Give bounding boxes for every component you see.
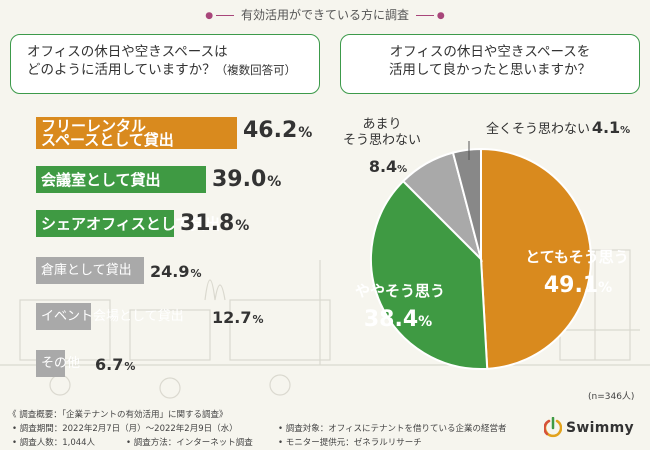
footer-count: • 調査人数：1,044人 (12, 438, 96, 448)
pie-label-2-line-1: ややそう思う (355, 282, 445, 300)
bar-3: シェアオフィスとして貸出 (36, 210, 220, 237)
bar-value-1: 46.2% (243, 118, 313, 143)
pie-slice-2 (370, 179, 489, 370)
footer-title: 《 調査概要：「企業テナントの有効活用」に関する調査》 (8, 410, 228, 420)
q1-line1: オフィスの休日や空きスペースは (27, 44, 228, 60)
pie-label-3-line-1: あまり (362, 117, 401, 132)
bar-1: フリーレンタル スペースとして貸出 (36, 117, 237, 149)
bar-label-1: フリーレンタル スペースとして貸出 (41, 117, 174, 149)
footer-method: • 調査方法：インターネット調査 (126, 438, 253, 448)
pie-label-3-line-2: そう思わない (343, 133, 421, 148)
bar-label-4: 倉庫として貸出 (41, 262, 132, 278)
pie-value-4: 4.1% (592, 118, 630, 137)
pie-label-4-line-1: 全くそう思わない (486, 121, 590, 137)
bar-label-2: 会議室として貸出 (41, 170, 161, 189)
q1-line2: どのように活用していますか？ (27, 62, 216, 78)
logo-text: Swimmy (566, 420, 634, 436)
sample-size-label: (n=346人) (588, 392, 635, 402)
footer-provider: • モニター提供元：ゼネラルリサーチ (278, 438, 422, 448)
bar-label-5-line-1: イベント会場として貸出 (41, 308, 184, 324)
bar-label-6-line-1: その他 (41, 355, 81, 371)
swimmy-logo-icon (544, 417, 562, 438)
pie-slice-1 (480, 147, 592, 370)
bar-value-3: 31.8% (180, 211, 250, 236)
pie-label-1-line-1: とてもそう思う (525, 248, 629, 266)
question-2-box: オフィスの休日や空きスペースを 活用して良かったと思いますか？ (340, 34, 640, 94)
bar-label-1-line-2: スペースとして貸出 (41, 131, 174, 149)
pie-slice-4 (451, 147, 482, 260)
bar-label-3: シェアオフィスとして貸出 (41, 214, 221, 233)
bar-label-3-line-1: シェアオフィスとして貸出 (41, 214, 221, 233)
bar-5: イベント会場として貸出 (36, 303, 184, 330)
footer-target: • 調査対象：オフィスにテナントを借りている企業の経営者 (278, 424, 507, 434)
bar-value-6: 6.7% (95, 355, 136, 374)
footer-period: • 調査期間：2022年2月7日（月）～2022年2月9日（水） (12, 424, 238, 434)
survey-header: ● 有効活用ができている方に調査 ● (205, 8, 445, 22)
bar-label-1-line-1: フリーレンタル (41, 117, 147, 135)
q2-line1: オフィスの休日や空きスペースを (389, 44, 591, 60)
bar-value-4: 24.9% (150, 262, 202, 281)
bar-value-2: 39.0% (212, 167, 282, 192)
pie-value-2: 38.4% (364, 307, 432, 332)
bar-label-6: その他 (41, 355, 81, 371)
pie-value-1: 49.1% (544, 273, 612, 298)
bar-label-4-line-1: 倉庫として貸出 (41, 262, 132, 278)
pie-value-3: 8.4% (369, 157, 407, 176)
bar-2: 会議室として貸出 (36, 166, 206, 193)
swimmy-logo: Swimmy (544, 417, 634, 439)
question-1-box: オフィスの休日や空きスペースは どのように活用していますか？（複数回答可） (10, 34, 320, 94)
q1-note: （複数回答可） (215, 63, 297, 77)
header-text: 有効活用ができている方に調査 (240, 8, 409, 22)
bar-label-2-line-1: 会議室として貸出 (41, 170, 161, 189)
bar-6: その他 (36, 350, 80, 377)
bar-4: 倉庫として貸出 (36, 257, 144, 284)
bar-label-5: イベント会場として貸出 (41, 308, 184, 324)
bar-value-5: 12.7% (212, 308, 264, 327)
q2-line2: 活用して良かったと思いますか？ (388, 62, 592, 78)
